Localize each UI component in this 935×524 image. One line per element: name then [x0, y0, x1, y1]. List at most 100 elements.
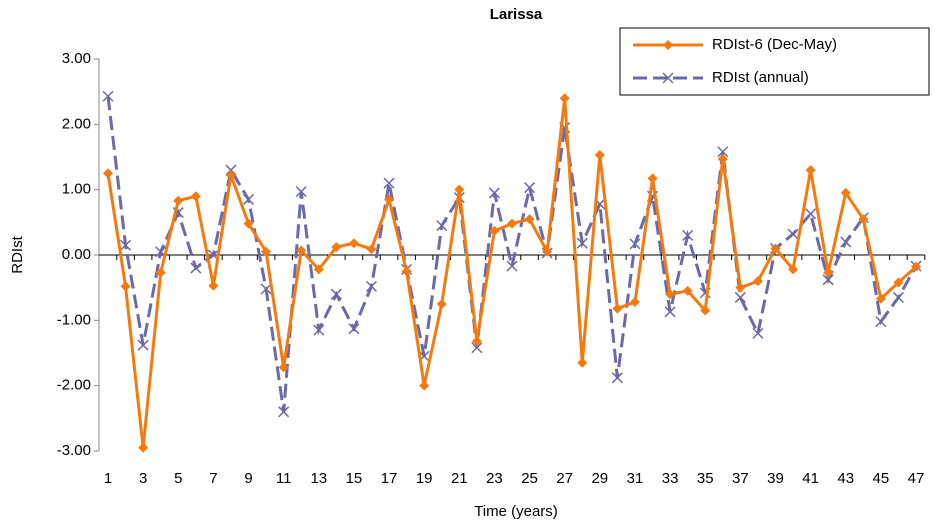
- marker: [454, 184, 465, 195]
- y-tick-label: 0.00: [62, 246, 91, 263]
- marker: [436, 299, 447, 309]
- x-tick-label: 15: [346, 470, 363, 487]
- marker: [489, 225, 500, 236]
- chart-title: Larissa: [490, 6, 543, 23]
- marker: [892, 291, 904, 303]
- marker: [225, 164, 237, 176]
- y-tick-label: -3.00: [57, 442, 91, 459]
- x-tick-label: 23: [486, 470, 503, 487]
- marker: [155, 267, 166, 278]
- y-tick-label: -2.00: [57, 377, 91, 394]
- marker: [787, 228, 799, 240]
- marker: [682, 285, 693, 296]
- marker: [788, 264, 799, 275]
- marker: [331, 242, 342, 253]
- marker: [261, 246, 272, 257]
- x-tick-label: 29: [591, 470, 608, 487]
- marker: [576, 237, 588, 249]
- legend-box: [619, 27, 930, 96]
- marker: [436, 220, 448, 232]
- marker: [770, 243, 781, 254]
- marker: [278, 362, 289, 373]
- marker: [419, 380, 430, 391]
- legend: RDIst-6 (Dec-May) RDIst (annual): [619, 27, 930, 96]
- series: [103, 93, 921, 453]
- marker: [682, 229, 694, 241]
- marker: [120, 239, 132, 251]
- marker: [665, 289, 676, 300]
- marker: [190, 262, 202, 274]
- marker: [559, 93, 570, 104]
- marker: [629, 297, 640, 308]
- marker: [858, 214, 869, 225]
- marker: [190, 191, 201, 202]
- marker: [594, 150, 605, 161]
- x-tick-label: 1: [104, 470, 112, 487]
- marker: [242, 193, 255, 205]
- x-tick-label: 39: [767, 470, 784, 487]
- marker: [366, 244, 377, 255]
- marker: [875, 293, 886, 304]
- marker: [137, 339, 149, 351]
- marker: [225, 170, 236, 181]
- marker: [752, 327, 764, 339]
- marker: [647, 173, 658, 184]
- x-tick-label: 9: [244, 470, 252, 487]
- marker: [663, 40, 673, 50]
- x-tick-label: 5: [174, 470, 182, 487]
- y-tick-label: 2.00: [62, 115, 91, 132]
- marker: [752, 276, 763, 287]
- marker: [384, 194, 395, 205]
- x-tick-label: 17: [381, 470, 398, 487]
- marker: [700, 305, 711, 316]
- marker: [278, 406, 290, 418]
- x-tick-label: 33: [662, 470, 679, 487]
- marker: [313, 264, 324, 275]
- marker: [330, 288, 342, 300]
- x-tick-label: 31: [627, 470, 644, 487]
- marker: [295, 186, 307, 198]
- y-tick-label: 3.00: [62, 50, 91, 67]
- x-tick-label: 11: [276, 470, 292, 487]
- marker: [488, 187, 500, 199]
- series-line: [106, 96, 918, 413]
- legend-label: RDIst-6 (Dec-May): [712, 36, 837, 53]
- marker: [542, 246, 553, 257]
- marker: [243, 218, 254, 229]
- marker: [611, 372, 623, 384]
- marker: [629, 238, 641, 250]
- x-tick-label: 25: [521, 470, 538, 487]
- marker: [735, 282, 746, 293]
- marker: [260, 283, 272, 295]
- marker: [348, 238, 359, 249]
- marker: [840, 236, 852, 248]
- marker: [734, 291, 746, 303]
- x-tick-label: 41: [802, 470, 819, 487]
- marker: [612, 303, 623, 314]
- x-tick-label: 37: [732, 470, 749, 487]
- marker: [822, 274, 834, 286]
- x-tick-label: 43: [837, 470, 854, 487]
- marker: [577, 357, 588, 368]
- x-tick-label: 19: [416, 470, 433, 487]
- x-tick-label: 21: [451, 470, 468, 487]
- marker: [401, 266, 412, 277]
- marker: [102, 90, 114, 102]
- marker: [893, 277, 904, 288]
- marker: [524, 182, 536, 194]
- marker: [840, 187, 851, 198]
- marker: [717, 153, 728, 164]
- x-tick-label: 3: [139, 470, 147, 487]
- marker: [348, 323, 360, 335]
- y-axis-label: RDIst: [9, 235, 26, 273]
- marker: [823, 267, 834, 278]
- y-tick-label: -1.00: [57, 311, 91, 328]
- marker: [208, 280, 219, 291]
- marker: [911, 261, 921, 272]
- marker: [471, 336, 482, 347]
- marker: [173, 195, 184, 206]
- x-tick-label: 27: [556, 470, 573, 487]
- marker: [507, 218, 517, 229]
- marker: [365, 280, 378, 292]
